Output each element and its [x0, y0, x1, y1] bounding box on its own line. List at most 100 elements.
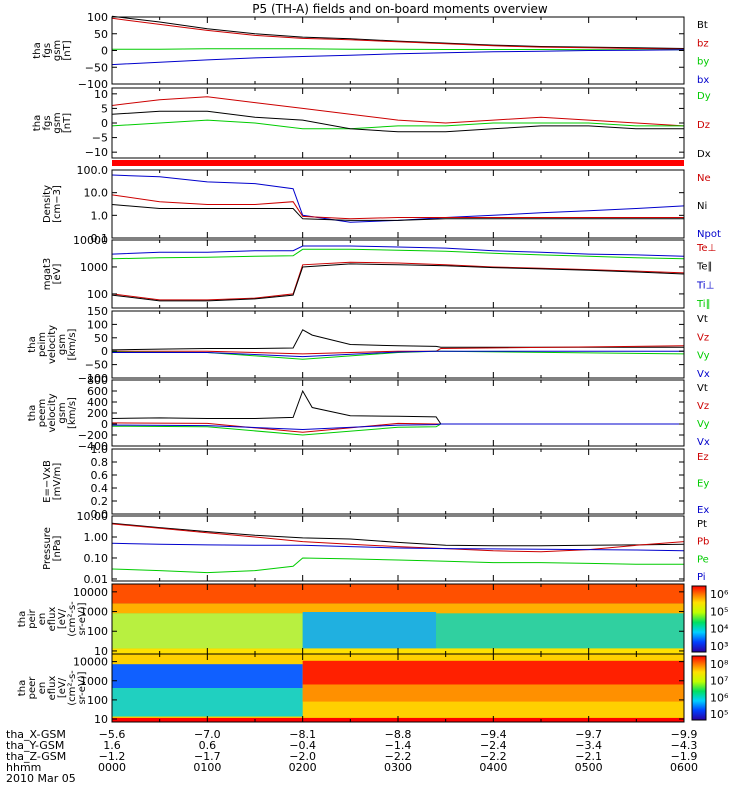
series-Vx: [112, 350, 684, 358]
legend-Bt: Bt: [697, 20, 708, 31]
y-tick-label: −400: [78, 440, 108, 453]
fgs_gsm_db-ylabel: thafgsgsm[nT]: [32, 112, 73, 133]
y-tick-label: 5: [101, 102, 108, 115]
xaxis-row-label: hhmm: [6, 761, 41, 774]
xaxis-value: 0100: [193, 761, 221, 774]
legend-Vt: Vt: [697, 383, 708, 394]
legend-Vx: Vx: [697, 369, 710, 380]
legend-Pb: Pb: [697, 537, 709, 548]
series-Npot: [111, 174, 685, 223]
series-Pi: [111, 542, 685, 552]
y-tick-label: −100: [78, 372, 108, 385]
y-tick-label: 0.1: [91, 232, 109, 245]
legend-Pe: Pe: [697, 554, 709, 565]
y-tick-label: 1.0: [91, 209, 109, 222]
xaxis-value: −1.7: [194, 750, 221, 763]
density-ylabel: Density[cm−3]: [42, 185, 63, 223]
panel-peim_velocity: Vt Vz Vy Vx 150100500−50−100thapeimvelocityg…: [27, 305, 710, 385]
y-tick-label: 0.2: [91, 495, 109, 508]
y-tick-label: 50: [94, 28, 108, 41]
legend-Ni: Ni: [697, 201, 707, 212]
xaxis-value: −8.8: [385, 728, 412, 741]
series-Te⊥: [111, 261, 685, 301]
panel-temperature: Te⊥ Te∥ Ti⊥ Ti∥ 10000 1000 100 mgat3[eV]: [42, 234, 716, 310]
series-Dx: [111, 110, 684, 133]
y-tick-label: 10.0: [84, 187, 109, 200]
y-tick-label: 0: [101, 117, 108, 130]
y-tick-label: 10.00: [77, 510, 109, 523]
y-tick-label: −50: [85, 61, 108, 74]
colorbar-tick-label: 10⁶: [710, 691, 729, 704]
legend-Npot: Npot: [697, 229, 721, 240]
y-tick-label: 0.0: [91, 508, 109, 521]
series-Ti⊥: [111, 245, 685, 257]
series-Vt: [111, 389, 684, 425]
legend-Ti⊥: Ti⊥: [696, 280, 714, 291]
series-Bt: [111, 15, 685, 49]
xaxis-value: −4.3: [671, 739, 698, 752]
legend-bx: bx: [697, 75, 709, 86]
y-tick-label: 100: [87, 625, 108, 638]
fgs_gsm_db-frame: [111, 87, 685, 159]
y-tick-label: 800: [87, 374, 108, 387]
panel-peem_velocity: Vt Vz Vy Vx 8006004002000−200−400thapeemvelo…: [27, 374, 710, 453]
xaxis-value: −9.4: [480, 728, 507, 741]
panel-efield: Ez Ey Ex 1.00.80.60.40.20.0 E=−VxB[mV/m]: [42, 443, 709, 521]
spec-band: [112, 584, 684, 604]
spec-band: [436, 613, 684, 649]
xaxis-value: 0.6: [199, 739, 217, 752]
y-tick-label: 10000: [73, 656, 108, 669]
panel-peer_spectrogram: 10⁸ 10⁷ 10⁶ 10⁵ 10000 1000 100 10 thapeereneflux…: [17, 653, 729, 726]
y-tick-label: 100: [87, 288, 108, 301]
peem_velocity-frame: [111, 379, 685, 447]
colorbar-tick-label: 10⁸: [710, 658, 729, 671]
legend-Ne: Ne: [697, 173, 711, 184]
spec-band: [112, 613, 303, 649]
legend-by: by: [697, 57, 709, 68]
y-tick-label: 100: [87, 11, 108, 24]
date-label: 2010 Mar 05: [6, 772, 76, 785]
series-Ti∥: [111, 248, 685, 260]
y-tick-label: −5: [92, 132, 108, 145]
xaxis-value: −9.9: [671, 728, 698, 741]
series-Dz: [111, 96, 685, 127]
y-tick-label: 0: [101, 345, 108, 358]
xaxis-value: −7.0: [194, 728, 221, 741]
series-Ni: [111, 204, 684, 221]
y-tick-label: 0.6: [91, 469, 109, 482]
y-tick-label: 100: [87, 694, 108, 707]
y-tick-label: 100: [87, 318, 108, 331]
y-tick-label: 1.00: [84, 531, 109, 544]
series-Te∥: [111, 263, 685, 302]
peer_spectrogram-image: [112, 654, 684, 722]
xaxis-value: −2.1: [575, 750, 602, 763]
y-tick-label: −200: [78, 429, 108, 442]
panel-density: Ne Ni Npot 100.0 10.0 1.0 0.1 Density[cm−3]: [42, 164, 721, 245]
y-tick-label: 0: [101, 45, 108, 58]
legend-Dy: Dy: [697, 91, 711, 102]
xaxis-value: 0000: [98, 761, 126, 774]
legend-Ti∥: Ti∥: [696, 299, 711, 310]
series-Ne: [111, 194, 684, 220]
legend-Vz: Vz: [697, 401, 709, 412]
y-tick-label: 10000: [73, 234, 108, 247]
xaxis-row-label: tha_Z-GSM: [6, 750, 66, 763]
series-bz: [111, 17, 685, 50]
xaxis-value: −1.9: [671, 750, 698, 763]
colorbar-tick-label: 10⁷: [710, 675, 728, 688]
y-tick-label: 400: [87, 396, 108, 409]
y-tick-label: 100.0: [77, 164, 109, 177]
series-by: [112, 48, 684, 51]
series-Dy: [111, 119, 684, 130]
efield-ylabel: E=−VxB[mV/m]: [42, 460, 63, 503]
xaxis-value: −1.4: [385, 739, 412, 752]
y-tick-label: 600: [87, 385, 108, 398]
fgs_gsm_b-ylabel: thafgsgsm[nT]: [32, 40, 73, 61]
colorbar-tick-label: 10⁶: [710, 588, 729, 601]
figure-title: P5 (TH-A) fields and on-board moments ov…: [252, 2, 548, 16]
panel-fgs_gsm_db: Dy Dz Dx 105 0 −5−10 thafgsgsm[nT]: [32, 87, 711, 160]
legend-bz: bz: [697, 38, 709, 49]
series-Pe: [111, 557, 684, 574]
legend-Vz: Vz: [697, 332, 709, 343]
